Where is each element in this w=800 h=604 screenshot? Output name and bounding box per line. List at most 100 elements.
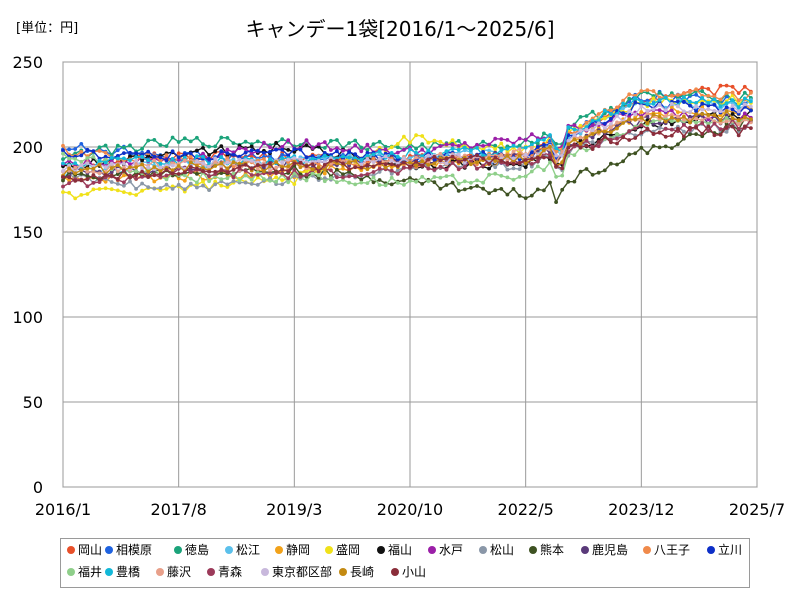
data-point [420,147,425,152]
legend-label: 藤沢 [167,565,192,579]
data-point [469,162,473,167]
data-point [61,178,65,183]
data-point [170,157,175,161]
data-point [621,135,625,140]
data-point [304,172,309,177]
data-point [633,151,638,156]
data-point [322,160,327,164]
data-point [341,148,345,153]
data-point [736,133,741,138]
data-point [730,98,735,103]
data-point [103,186,108,191]
data-point [657,126,662,130]
data-point [517,153,522,158]
data-point [128,179,132,184]
data-point [706,103,711,108]
data-point [724,83,729,88]
data-point [627,96,632,101]
data-point [347,141,351,145]
data-point [182,158,187,163]
data-point [286,148,291,152]
legend-label: 相模原 [116,543,153,557]
data-point [481,153,485,158]
data-point [596,121,601,126]
data-point [706,124,711,129]
data-point [164,144,169,149]
data-point [736,109,741,114]
data-point [377,178,382,182]
data-point [682,99,686,104]
data-point [554,146,558,151]
legend-swatch [174,546,182,554]
data-point [243,173,248,178]
data-point [383,147,388,152]
data-point [176,151,181,156]
data-point [188,151,193,156]
data-point [663,119,668,124]
data-point [609,130,613,135]
data-point [688,110,692,114]
data-point [609,122,613,126]
data-point [158,143,163,147]
data-point [109,166,114,170]
data-point [749,99,753,104]
data-point [742,102,747,107]
data-point [207,174,212,179]
data-point [535,141,540,146]
data-point [243,158,248,163]
data-point [255,175,260,180]
legend-label: 盛岡 [336,543,361,557]
data-point [316,162,321,167]
legend-swatch [325,546,333,554]
data-point [109,159,114,164]
data-point [736,91,741,95]
data-point [584,127,589,132]
data-point [61,169,65,173]
data-point [280,153,285,157]
data-point [688,92,692,97]
data-point [590,147,595,152]
data-point [85,147,90,152]
data-point [164,167,169,172]
data-point [432,180,437,185]
data-point [395,181,400,185]
data-point [146,158,151,163]
data-point [706,107,711,112]
data-point [243,139,248,144]
data-point [718,127,723,132]
data-point [432,146,437,151]
data-point [432,154,437,159]
data-point [456,152,461,157]
data-point [310,171,315,176]
data-point [712,94,717,99]
data-point [73,171,78,176]
data-point [128,175,132,180]
data-point [529,145,534,150]
data-point [353,182,358,187]
data-point [736,98,741,103]
data-point [724,119,729,124]
data-point [298,157,303,162]
data-point [456,139,461,143]
data-point [682,91,686,96]
data-point [572,179,577,184]
data-point [651,112,656,117]
data-point [718,83,723,88]
data-point [109,180,114,184]
data-point [694,101,698,105]
data-point [511,177,516,182]
data-point [237,157,242,162]
data-point [542,143,546,147]
data-point [97,171,102,176]
data-point [700,89,705,94]
legend-item: 徳島 [174,543,209,557]
legend-swatch [105,546,113,554]
data-point [152,158,157,163]
data-point [402,160,406,165]
data-point [347,174,351,179]
data-point [176,164,181,168]
data-point [408,179,412,183]
data-point [602,116,607,121]
data-point [469,185,473,190]
data-point [79,142,84,146]
